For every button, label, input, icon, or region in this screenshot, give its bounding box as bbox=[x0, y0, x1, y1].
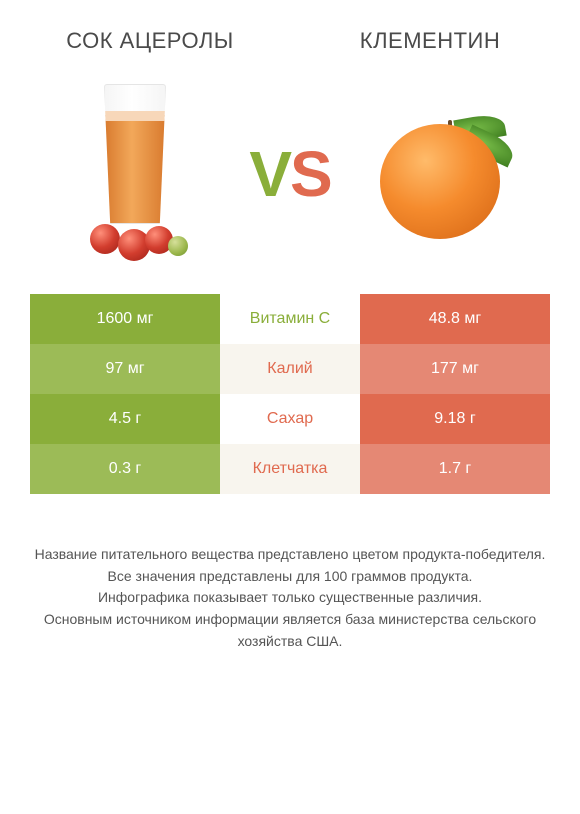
acerola-berry-icon bbox=[90, 224, 120, 254]
value-left: 4.5 г bbox=[30, 394, 220, 444]
comparison-table: 1600 мгВитамин C48.8 мг97 мгКалий177 мг4… bbox=[30, 294, 550, 494]
orange-body-icon bbox=[380, 124, 500, 239]
product-left-image bbox=[50, 79, 220, 269]
value-right: 177 мг bbox=[360, 344, 550, 394]
nutrient-label: Клетчатка bbox=[220, 444, 360, 494]
footer-line: Основным источником информации является … bbox=[30, 609, 550, 652]
acerola-juice-icon bbox=[70, 84, 200, 264]
value-right: 48.8 мг bbox=[360, 294, 550, 344]
header: СОК АЦЕРОЛЫ КЛЕМЕНТИН bbox=[0, 0, 580, 64]
footer-line: Название питательного вещества представл… bbox=[30, 544, 550, 566]
acerola-berry-icon bbox=[168, 236, 188, 256]
images-row: VS bbox=[0, 64, 580, 294]
vs-v: V bbox=[249, 138, 290, 210]
table-row: 97 мгКалий177 мг bbox=[30, 344, 550, 394]
product-right-image bbox=[360, 79, 530, 269]
value-left: 1600 мг bbox=[30, 294, 220, 344]
table-row: 4.5 гСахар9.18 г bbox=[30, 394, 550, 444]
vs-s: S bbox=[290, 138, 331, 210]
footer-line: Инфографика показывает только существенн… bbox=[30, 587, 550, 609]
footer-notes: Название питательного вещества представл… bbox=[30, 544, 550, 652]
nutrient-label: Сахар bbox=[220, 394, 360, 444]
vs-label: VS bbox=[249, 137, 330, 211]
value-left: 97 мг bbox=[30, 344, 220, 394]
nutrient-label: Калий bbox=[220, 344, 360, 394]
clementine-icon bbox=[365, 94, 525, 254]
value-right: 1.7 г bbox=[360, 444, 550, 494]
nutrient-label: Витамин C bbox=[220, 294, 360, 344]
footer-line: Все значения представлены для 100 граммо… bbox=[30, 566, 550, 588]
product-right-title: КЛЕМЕНТИН bbox=[330, 28, 530, 54]
product-left-title: СОК АЦЕРОЛЫ bbox=[50, 28, 250, 54]
value-right: 9.18 г bbox=[360, 394, 550, 444]
table-row: 0.3 гКлетчатка1.7 г bbox=[30, 444, 550, 494]
value-left: 0.3 г bbox=[30, 444, 220, 494]
glass-icon bbox=[104, 84, 166, 224]
table-row: 1600 мгВитамин C48.8 мг bbox=[30, 294, 550, 344]
